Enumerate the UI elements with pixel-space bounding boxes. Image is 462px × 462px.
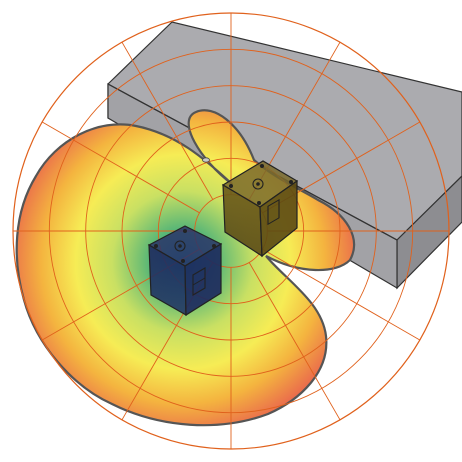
speaker-1-port-icon xyxy=(174,240,186,252)
speaker-2-display-icon xyxy=(267,199,280,226)
polar-spoke xyxy=(121,41,214,200)
mic-marker-icon xyxy=(202,157,210,163)
polar-spoke xyxy=(248,262,341,421)
speaker-1-display-icon xyxy=(192,267,206,296)
polar-spoke xyxy=(262,248,421,341)
speaker-2-port-icon xyxy=(252,178,264,190)
polar-spoke xyxy=(41,121,200,214)
speaker-1 xyxy=(147,225,223,317)
speaker-2 xyxy=(221,160,299,258)
